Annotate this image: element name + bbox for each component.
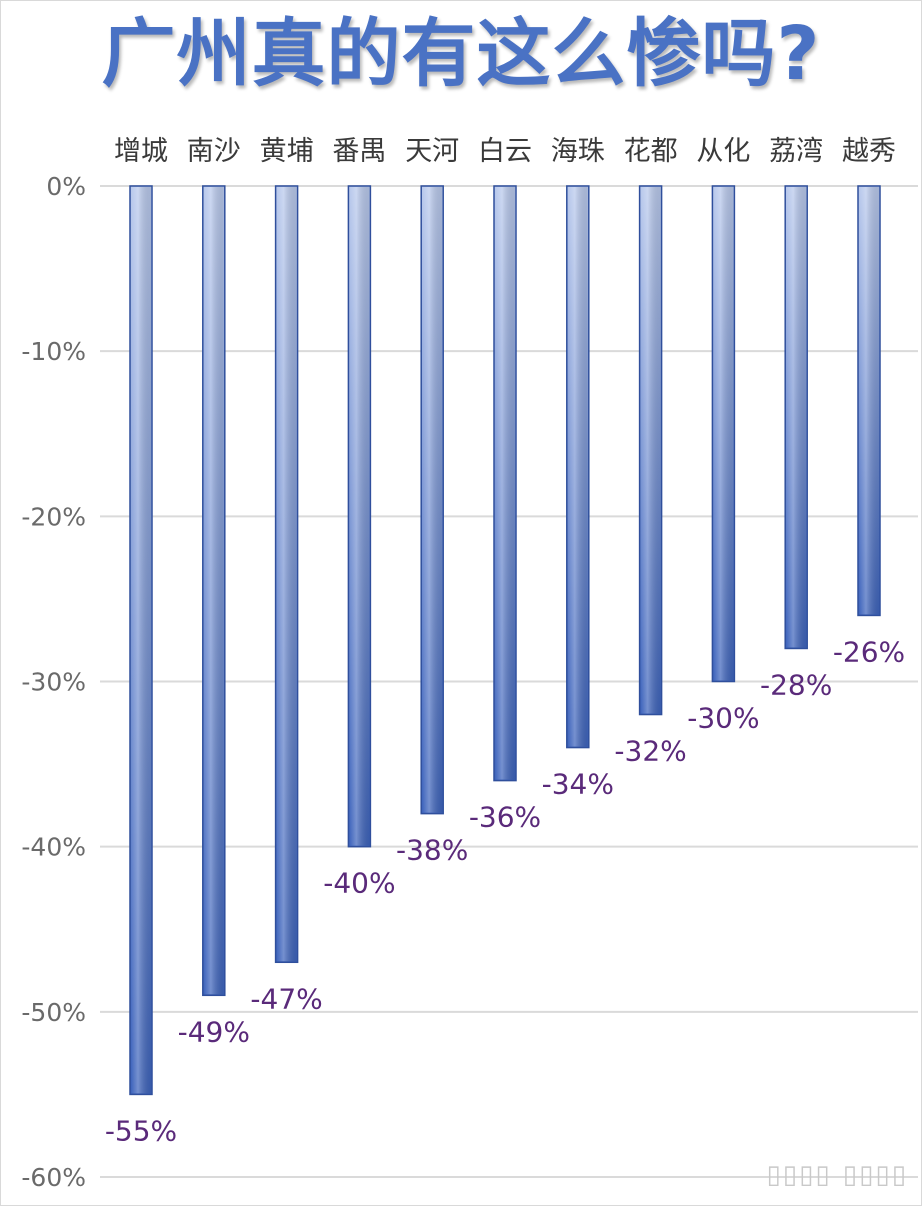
data-label: -34%: [542, 768, 614, 801]
y-tick-label: -10%: [21, 337, 86, 366]
category-label: 增城: [114, 136, 168, 167]
bar-highlight: [495, 187, 515, 780]
y-axis: 0% -10% -20% -30% -40% -50% -60%: [21, 172, 86, 1192]
bar-highlight: [349, 187, 370, 846]
chart-title: 广州真的有这么惨吗?: [101, 11, 821, 97]
gridlines: [100, 185, 918, 1178]
bars: [129, 185, 881, 1096]
bar-highlight: [203, 187, 224, 995]
category-label: 越秀: [842, 136, 896, 167]
bar-highlight: [131, 187, 151, 1094]
data-label: -47%: [250, 982, 322, 1015]
data-label: -30%: [687, 702, 759, 735]
bar-highlight: [786, 187, 807, 648]
data-label: -28%: [760, 668, 832, 701]
data-label: -26%: [833, 635, 905, 668]
y-tick-label: -40%: [21, 833, 86, 862]
category-label: 番禺: [332, 136, 386, 167]
y-tick-label: -30%: [21, 668, 86, 697]
data-label: -32%: [614, 735, 686, 768]
data-label: -49%: [178, 1015, 250, 1048]
category-label: 南沙: [187, 136, 241, 167]
data-label: -40%: [323, 867, 395, 900]
bar-highlight: [859, 187, 879, 615]
y-tick-label: 0%: [46, 172, 86, 201]
data-label: -38%: [396, 834, 468, 867]
category-label: 白云: [478, 136, 532, 167]
data-label: -36%: [469, 801, 541, 834]
data-label: -55%: [105, 1114, 177, 1147]
bar-highlight: [640, 187, 661, 714]
category-label: 花都: [624, 136, 678, 167]
watermark: ▯▯▯▯ ▯▯▯▯: [766, 1160, 908, 1190]
bar-highlight: [567, 187, 588, 747]
category-label: 海珠: [551, 136, 605, 167]
bar-highlight: [713, 187, 734, 681]
category-axis: 增城 南沙 黄埔 番禺 天河 白云 海珠 花都 从化 荔湾 越秀: [114, 136, 896, 167]
category-label: 从化: [696, 136, 750, 167]
category-label: 黄埔: [260, 136, 314, 167]
y-tick-label: -60%: [21, 1163, 86, 1192]
category-label: 天河: [405, 136, 459, 167]
bar-highlight: [276, 187, 297, 962]
bar-highlight: [422, 187, 443, 813]
y-tick-label: -20%: [21, 502, 86, 531]
category-label: 荔湾: [769, 136, 823, 167]
y-tick-label: -50%: [21, 998, 86, 1027]
data-labels: -55% -49%-47% -40%-38%-36%-34%-32%-30%-28%…: [105, 635, 905, 1147]
